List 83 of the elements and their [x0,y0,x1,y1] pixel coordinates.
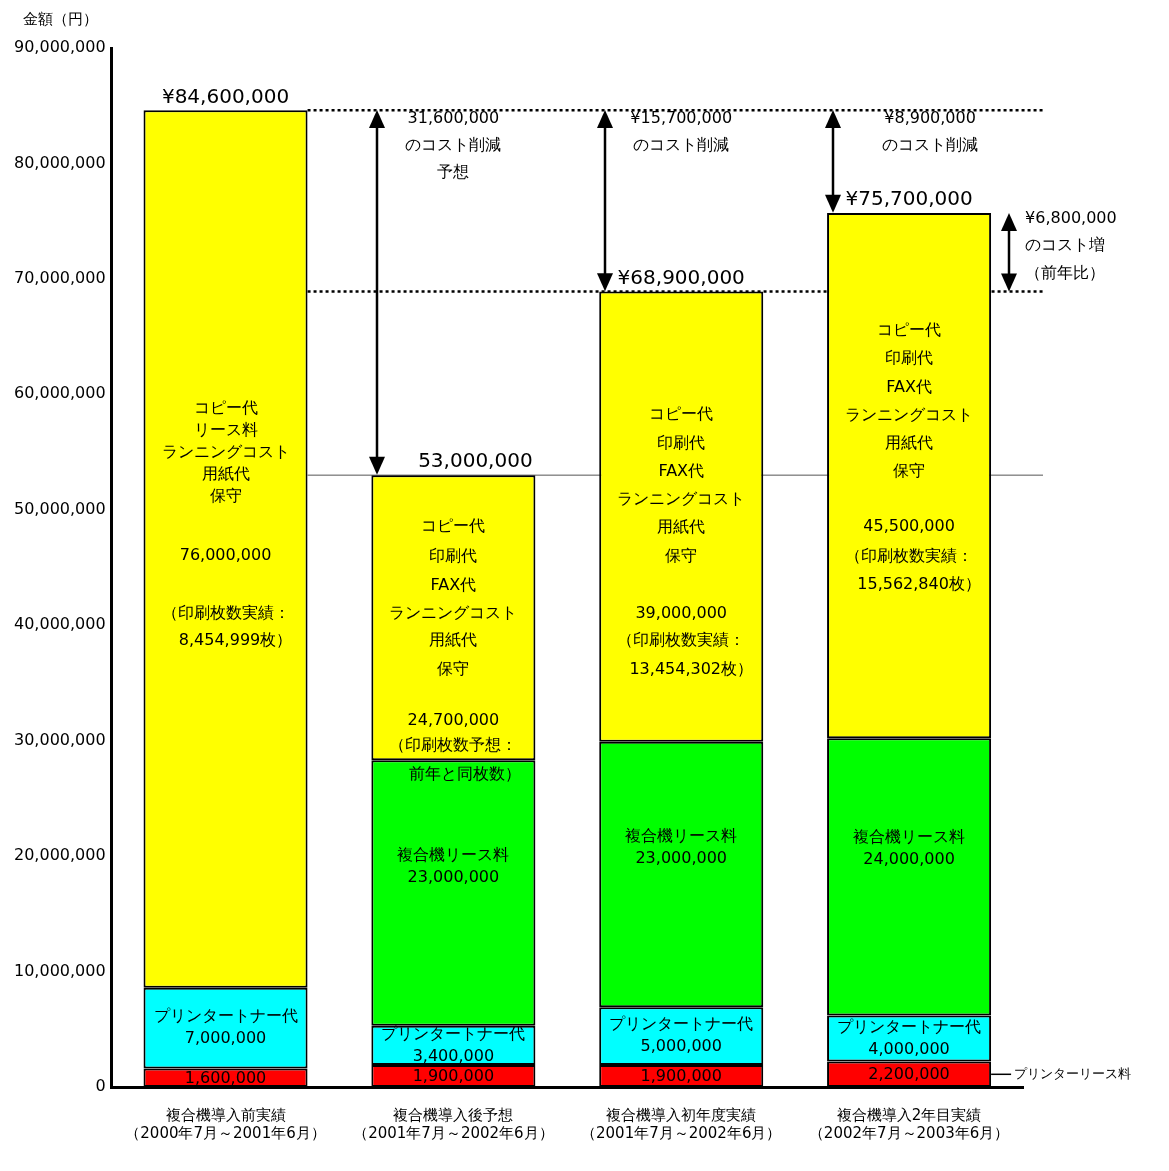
annotation: 保守 [665,545,698,565]
data-label: 23,000,000 [407,866,500,886]
annotation: 印刷代 [885,348,934,368]
series-label: プリンタートナー代 [837,1016,982,1036]
annotation: （印刷枚数実績： [617,630,746,650]
total-label: 53,000,000 [418,448,533,473]
data-label: 1,900,000 [412,1066,495,1086]
annotation: （印刷枚数実績： [161,602,290,622]
total-label: ¥68,900,000 [617,264,745,289]
text: のコスト増 [1025,234,1106,254]
y-tick-label: 10,000,000 [14,960,106,980]
y-tick-label: 0 [95,1076,106,1096]
annotation: 用紙代 [201,463,250,483]
x-tick-label: 複合機導入2年目実績（2002年7月～2003年6月） [808,1105,1010,1142]
annotation: のコスト削減 [882,134,979,154]
annotation: コピー代 [877,320,942,340]
text: （前年比） [1025,262,1106,282]
data-label: 4,000,000 [868,1038,950,1058]
text: 複合機リース料 [625,826,738,846]
data-label: 76,000,000 [179,544,272,564]
annotation: 15,562,840枚） [857,573,981,593]
y-tick-label: 50,000,000 [14,498,106,518]
series-label: 複合機リース料 [397,844,510,864]
text: プリンタートナー代 [153,1006,298,1026]
text: ¥6,800,000 [1025,207,1117,227]
text: 複合機リース料 [853,827,966,847]
data-label: 1,900,000 [640,1066,722,1086]
annotation: コピー代 [193,398,258,418]
annotation: 保守 [209,485,242,505]
annotation: 8,454,999枚） [178,630,293,650]
data-label: 2,200,000 [868,1064,950,1084]
annotation: 用紙代 [429,630,478,650]
annotation: 31,600,000 [407,107,500,127]
data-label: 24,000,000 [863,849,955,869]
annotation: FAX代 [430,574,477,594]
annotation: ランニングコスト [617,488,746,508]
data-label: 39,000,000 [635,602,728,622]
data-label: 3,400,000 [412,1045,495,1065]
annotation: コピー代 [421,515,486,535]
data-label: 24,700,000 [407,710,500,730]
text: プリンタートナー代 [609,1014,754,1034]
annotation: 前年と同枚数） [409,764,522,784]
annotation: 用紙代 [657,516,706,536]
data-label: 7,000,000 [184,1028,267,1048]
total-label: ¥75,700,000 [845,186,973,211]
total-label: ¥84,600,000 [161,83,290,108]
x-tick-label: 複合機導入前実績（2000年7月～2001年6月） [125,1105,326,1142]
annotation: （印刷枚数予想： [389,735,518,755]
data-label: 1,600,000 [184,1067,267,1087]
annotation: ランニングコスト [389,602,518,622]
data-label: 23,000,000 [635,848,728,868]
y-tick-label: 20,000,000 [14,845,106,865]
annotation: ¥15,700,000 [630,107,733,127]
y-tick-label: 40,000,000 [14,614,106,634]
annotation: のコスト削減 [405,134,502,154]
y-tick-label: 30,000,000 [14,729,106,749]
annotation: 保守 [437,659,470,679]
annotation: ランニングコスト [161,441,290,461]
annotation: コピー代 [649,404,714,424]
text: プリンタートナー代 [381,1023,526,1043]
y-axis-title: 金額（円） [22,9,98,28]
annotation: 用紙代 [885,433,934,453]
x-tick-label: 複合機導入初年度実績（2001年7月～2002年6月） [581,1105,782,1142]
y-tick-label: 60,000,000 [14,383,106,403]
annotation: 予想 [437,161,470,181]
y-tick-label: 90,000,000 [14,37,106,57]
y-tick-label: 70,000,000 [14,268,106,288]
annotation: FAX代 [658,460,705,480]
x-tick-label: 複合機導入後予想（2001年7月～2002年6月） [353,1105,554,1142]
annotation: 13,454,302枚） [629,659,754,679]
annotation: ¥8,900,000 [884,107,976,127]
y-tick-label: 80,000,000 [14,152,106,172]
annotation: ランニングコスト [845,405,974,425]
annotation: 印刷代 [657,433,706,453]
annotation: リース料 [193,420,258,440]
annotation: のコスト削減 [633,134,730,154]
series-label: プリンターリース料 [1014,1065,1132,1081]
data-label: 45,500,000 [863,515,955,535]
data-label: 5,000,000 [640,1036,722,1056]
annotation: （印刷枚数実績： [845,545,974,565]
annotation: 印刷代 [429,545,478,565]
annotation: 保守 [893,460,926,480]
annotation: FAX代 [886,377,932,397]
